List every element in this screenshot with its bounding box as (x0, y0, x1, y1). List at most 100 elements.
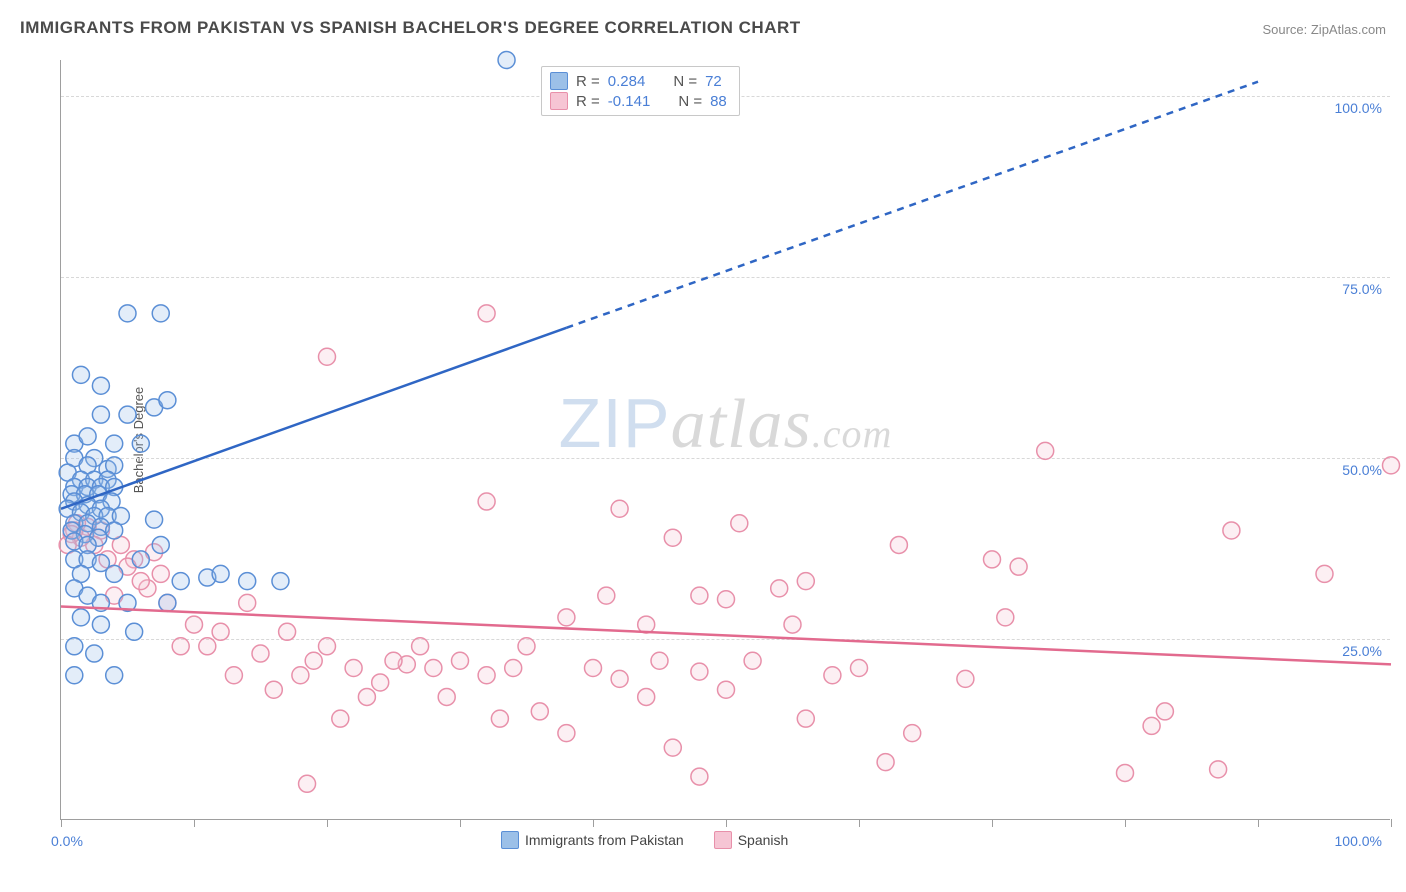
data-point (691, 768, 708, 785)
data-point (106, 565, 123, 582)
data-point (558, 609, 575, 626)
data-point (452, 652, 469, 669)
data-point (279, 623, 296, 640)
data-point (744, 652, 761, 669)
data-point (119, 406, 136, 423)
x-tick (460, 819, 461, 827)
data-point (585, 660, 602, 677)
data-point (877, 754, 894, 771)
data-point (691, 587, 708, 604)
data-point (252, 645, 269, 662)
data-point (478, 667, 495, 684)
data-point (1010, 558, 1027, 575)
data-point (1117, 764, 1134, 781)
plot-area: Bachelor's Degree 25.0%50.0%75.0%100.0% … (60, 60, 1390, 820)
data-point (412, 638, 429, 655)
data-point (718, 591, 735, 608)
data-point (731, 515, 748, 532)
data-point (385, 652, 402, 669)
data-point (997, 609, 1014, 626)
data-point (824, 667, 841, 684)
x-tick (61, 819, 62, 827)
data-point (664, 529, 681, 546)
x-tick (1125, 819, 1126, 827)
legend-swatch-icon (714, 831, 732, 849)
data-point (86, 645, 103, 662)
series-legend-pakistan: Immigrants from Pakistan (501, 831, 684, 849)
x-tick (1391, 819, 1392, 827)
data-point (984, 551, 1001, 568)
data-point (332, 710, 349, 727)
data-point (92, 406, 109, 423)
data-point (172, 573, 189, 590)
data-point (299, 775, 316, 792)
data-point (319, 348, 336, 365)
data-point (172, 638, 189, 655)
data-point (225, 667, 242, 684)
data-point (651, 652, 668, 669)
data-point (72, 366, 89, 383)
x-tick-label-min: 0.0% (51, 833, 83, 849)
data-point (159, 594, 176, 611)
data-point (718, 681, 735, 698)
data-point (1037, 442, 1054, 459)
series-legend-spanish: Spanish (714, 831, 789, 849)
data-point (1383, 457, 1400, 474)
data-point (518, 638, 535, 655)
data-point (505, 660, 522, 677)
data-point (664, 739, 681, 756)
data-point (126, 623, 143, 640)
x-tick (1258, 819, 1259, 827)
data-point (305, 652, 322, 669)
data-point (904, 725, 921, 742)
trend-line (566, 82, 1258, 328)
trend-line (61, 328, 566, 509)
data-point (79, 428, 96, 445)
data-point (92, 616, 109, 633)
x-tick (327, 819, 328, 827)
data-point (638, 688, 655, 705)
data-point (498, 52, 515, 69)
data-point (890, 536, 907, 553)
x-tick (194, 819, 195, 827)
data-point (771, 580, 788, 597)
x-tick (859, 819, 860, 827)
data-point (425, 660, 442, 677)
data-point (152, 536, 169, 553)
data-point (851, 660, 868, 677)
scatter-svg (61, 60, 1390, 819)
data-point (611, 500, 628, 517)
data-point (106, 667, 123, 684)
data-point (598, 587, 615, 604)
data-point (358, 688, 375, 705)
data-point (239, 573, 256, 590)
data-point (119, 305, 136, 322)
data-point (1210, 761, 1227, 778)
data-point (691, 663, 708, 680)
data-point (491, 710, 508, 727)
data-point (611, 670, 628, 687)
data-point (1316, 565, 1333, 582)
series-label-pakistan: Immigrants from Pakistan (525, 832, 684, 848)
x-tick (593, 819, 594, 827)
data-point (797, 710, 814, 727)
data-point (132, 551, 149, 568)
data-point (478, 493, 495, 510)
data-point (146, 511, 163, 528)
x-tick (726, 819, 727, 827)
data-point (106, 435, 123, 452)
data-point (558, 725, 575, 742)
data-point (239, 594, 256, 611)
data-point (1223, 522, 1240, 539)
data-point (66, 667, 83, 684)
legend-swatch-icon (501, 831, 519, 849)
data-point (531, 703, 548, 720)
series-label-spanish: Spanish (738, 832, 789, 848)
data-point (66, 638, 83, 655)
data-point (265, 681, 282, 698)
data-point (438, 688, 455, 705)
data-point (478, 305, 495, 322)
data-point (199, 638, 216, 655)
data-point (957, 670, 974, 687)
data-point (72, 609, 89, 626)
